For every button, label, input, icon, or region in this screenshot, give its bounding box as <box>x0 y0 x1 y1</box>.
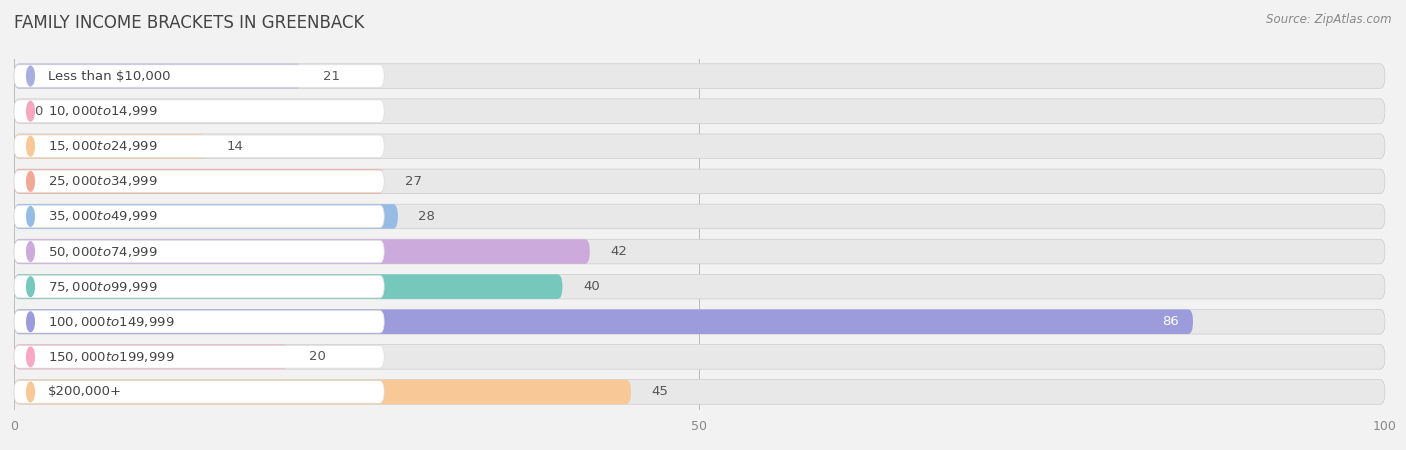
FancyBboxPatch shape <box>14 134 1385 158</box>
Text: 28: 28 <box>419 210 436 223</box>
FancyBboxPatch shape <box>14 169 384 194</box>
Text: $75,000 to $99,999: $75,000 to $99,999 <box>48 279 157 294</box>
FancyBboxPatch shape <box>14 274 1385 299</box>
FancyBboxPatch shape <box>14 240 384 263</box>
Circle shape <box>27 171 34 191</box>
FancyBboxPatch shape <box>14 345 288 369</box>
FancyBboxPatch shape <box>14 380 631 404</box>
FancyBboxPatch shape <box>14 134 207 158</box>
FancyBboxPatch shape <box>14 275 384 298</box>
FancyBboxPatch shape <box>14 310 1192 334</box>
Text: $10,000 to $14,999: $10,000 to $14,999 <box>48 104 157 118</box>
Text: Source: ZipAtlas.com: Source: ZipAtlas.com <box>1267 14 1392 27</box>
FancyBboxPatch shape <box>14 345 1385 369</box>
Text: 86: 86 <box>1163 315 1180 328</box>
FancyBboxPatch shape <box>14 239 1385 264</box>
FancyBboxPatch shape <box>14 64 302 88</box>
Text: 27: 27 <box>405 175 422 188</box>
Text: $35,000 to $49,999: $35,000 to $49,999 <box>48 209 157 224</box>
Circle shape <box>27 312 34 332</box>
FancyBboxPatch shape <box>14 274 562 299</box>
FancyBboxPatch shape <box>14 64 1385 88</box>
Circle shape <box>27 101 34 121</box>
Circle shape <box>27 207 34 226</box>
FancyBboxPatch shape <box>14 99 1385 123</box>
Circle shape <box>27 382 34 402</box>
Text: 0: 0 <box>35 105 44 117</box>
Text: 21: 21 <box>322 70 339 82</box>
FancyBboxPatch shape <box>14 204 398 229</box>
FancyBboxPatch shape <box>14 381 384 403</box>
FancyBboxPatch shape <box>14 65 384 87</box>
Circle shape <box>27 136 34 156</box>
FancyBboxPatch shape <box>14 135 384 158</box>
Circle shape <box>27 277 34 297</box>
Text: $50,000 to $74,999: $50,000 to $74,999 <box>48 244 157 259</box>
FancyBboxPatch shape <box>14 239 591 264</box>
Text: $150,000 to $199,999: $150,000 to $199,999 <box>48 350 174 364</box>
FancyBboxPatch shape <box>14 100 384 122</box>
Circle shape <box>27 66 34 86</box>
Text: $200,000+: $200,000+ <box>48 386 122 398</box>
Text: 45: 45 <box>651 386 668 398</box>
FancyBboxPatch shape <box>14 380 1385 404</box>
FancyBboxPatch shape <box>14 170 384 193</box>
Text: 40: 40 <box>583 280 600 293</box>
FancyBboxPatch shape <box>14 310 384 333</box>
Text: Less than $10,000: Less than $10,000 <box>48 70 172 82</box>
Text: $100,000 to $149,999: $100,000 to $149,999 <box>48 315 174 329</box>
Circle shape <box>27 242 34 261</box>
Text: 42: 42 <box>610 245 627 258</box>
Text: 20: 20 <box>309 351 326 363</box>
Circle shape <box>27 347 34 367</box>
Text: $15,000 to $24,999: $15,000 to $24,999 <box>48 139 157 153</box>
FancyBboxPatch shape <box>14 205 384 228</box>
Text: FAMILY INCOME BRACKETS IN GREENBACK: FAMILY INCOME BRACKETS IN GREENBACK <box>14 14 364 32</box>
FancyBboxPatch shape <box>14 310 1385 334</box>
FancyBboxPatch shape <box>14 204 1385 229</box>
FancyBboxPatch shape <box>14 346 384 368</box>
FancyBboxPatch shape <box>14 169 1385 194</box>
Text: 14: 14 <box>226 140 243 153</box>
Text: $25,000 to $34,999: $25,000 to $34,999 <box>48 174 157 189</box>
